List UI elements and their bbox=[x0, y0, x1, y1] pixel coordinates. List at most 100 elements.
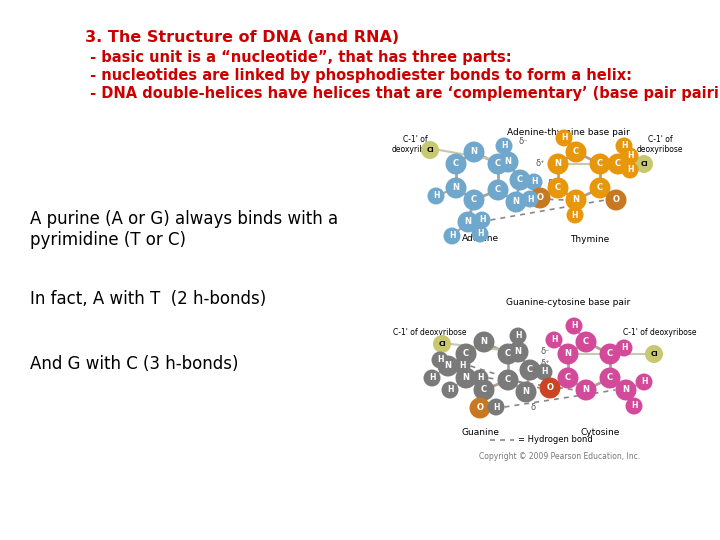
Circle shape bbox=[616, 380, 636, 401]
Text: H: H bbox=[446, 386, 454, 395]
Circle shape bbox=[456, 343, 477, 364]
Circle shape bbox=[529, 187, 551, 208]
Circle shape bbox=[474, 380, 495, 401]
Text: O: O bbox=[477, 403, 484, 413]
Circle shape bbox=[457, 212, 479, 233]
Text: A purine (A or G) always binds with a
pyrimidine (T or C): A purine (A or G) always binds with a py… bbox=[30, 210, 338, 249]
Circle shape bbox=[557, 343, 578, 364]
Circle shape bbox=[444, 227, 461, 245]
Text: Thymine: Thymine bbox=[570, 235, 610, 244]
Circle shape bbox=[498, 343, 518, 364]
Text: N: N bbox=[572, 195, 580, 205]
Text: C: C bbox=[471, 195, 477, 205]
Text: And G with C (3 h-bonds): And G with C (3 h-bonds) bbox=[30, 355, 238, 373]
Text: C: C bbox=[495, 186, 501, 194]
Text: C: C bbox=[481, 386, 487, 395]
Text: N: N bbox=[452, 184, 459, 192]
Circle shape bbox=[526, 173, 542, 191]
Circle shape bbox=[590, 178, 611, 199]
Text: = Hydrogen bond: = Hydrogen bond bbox=[518, 435, 593, 444]
Text: C-1' of deoxyribose: C-1' of deoxyribose bbox=[393, 328, 467, 337]
Text: H: H bbox=[621, 343, 627, 353]
Circle shape bbox=[606, 190, 626, 211]
Circle shape bbox=[431, 352, 449, 368]
Text: H: H bbox=[449, 232, 455, 240]
Circle shape bbox=[608, 153, 629, 174]
Text: N: N bbox=[523, 388, 529, 396]
Text: C-1' of
deoxyribose: C-1' of deoxyribose bbox=[392, 135, 438, 154]
Circle shape bbox=[487, 399, 505, 415]
Circle shape bbox=[600, 343, 621, 364]
Circle shape bbox=[546, 332, 562, 348]
Text: Guanine-cytosine base pair: Guanine-cytosine base pair bbox=[506, 298, 630, 307]
Text: N: N bbox=[505, 158, 511, 166]
Text: δ⁺: δ⁺ bbox=[548, 389, 558, 399]
Text: H: H bbox=[561, 133, 567, 143]
Circle shape bbox=[464, 141, 485, 163]
Text: H: H bbox=[428, 374, 436, 382]
Text: H: H bbox=[433, 192, 439, 200]
Circle shape bbox=[505, 192, 526, 213]
Text: H: H bbox=[551, 335, 557, 345]
Circle shape bbox=[510, 327, 526, 345]
Circle shape bbox=[516, 381, 536, 402]
Text: H: H bbox=[626, 165, 634, 174]
Circle shape bbox=[635, 155, 653, 173]
Circle shape bbox=[557, 368, 578, 388]
Text: δ⁻: δ⁻ bbox=[540, 372, 550, 381]
Text: H: H bbox=[492, 402, 499, 411]
Text: C: C bbox=[583, 338, 589, 347]
Text: C: C bbox=[607, 374, 613, 382]
Text: H: H bbox=[572, 211, 578, 219]
Text: H: H bbox=[641, 377, 647, 387]
Circle shape bbox=[421, 141, 439, 159]
Text: δ: δ bbox=[547, 179, 552, 187]
Text: N: N bbox=[554, 159, 562, 168]
Text: N: N bbox=[513, 198, 520, 206]
Circle shape bbox=[469, 397, 490, 418]
Circle shape bbox=[487, 153, 508, 174]
Text: Cl: Cl bbox=[650, 351, 658, 357]
Circle shape bbox=[464, 190, 485, 211]
Text: H: H bbox=[477, 230, 483, 239]
Text: N: N bbox=[444, 361, 451, 370]
Text: Cl: Cl bbox=[426, 147, 434, 153]
Text: O: O bbox=[546, 383, 554, 393]
Text: In fact, A with T  (2 h-bonds): In fact, A with T (2 h-bonds) bbox=[30, 290, 266, 308]
Circle shape bbox=[495, 138, 513, 154]
Circle shape bbox=[565, 190, 587, 211]
Text: N: N bbox=[582, 386, 590, 395]
Circle shape bbox=[539, 377, 560, 399]
Circle shape bbox=[433, 335, 451, 353]
Text: H: H bbox=[631, 402, 637, 410]
Text: H: H bbox=[500, 141, 508, 151]
Text: - nucleotides are linked by phosphodiester bonds to form a helix:: - nucleotides are linked by phosphodiest… bbox=[85, 68, 632, 83]
Text: C: C bbox=[463, 349, 469, 359]
Circle shape bbox=[474, 212, 490, 228]
Circle shape bbox=[428, 187, 444, 205]
Text: H: H bbox=[479, 215, 485, 225]
Circle shape bbox=[565, 141, 587, 163]
Circle shape bbox=[556, 130, 572, 146]
Text: C: C bbox=[607, 349, 613, 359]
Text: Guanine: Guanine bbox=[461, 428, 499, 437]
Text: H: H bbox=[621, 141, 627, 151]
Circle shape bbox=[621, 161, 639, 179]
Text: N: N bbox=[462, 374, 469, 382]
Text: N: N bbox=[564, 349, 572, 359]
Text: H: H bbox=[437, 355, 444, 364]
Text: - basic unit is a “nucleotide”, that has three parts:: - basic unit is a “nucleotide”, that has… bbox=[85, 50, 512, 65]
Text: N: N bbox=[623, 386, 629, 395]
Text: Adenine-thymine base pair: Adenine-thymine base pair bbox=[507, 128, 629, 137]
Circle shape bbox=[474, 332, 495, 353]
Text: C: C bbox=[597, 159, 603, 168]
Circle shape bbox=[616, 340, 632, 356]
Text: H: H bbox=[527, 194, 534, 204]
Circle shape bbox=[520, 360, 541, 381]
Circle shape bbox=[456, 368, 477, 388]
Text: δ⁺: δ⁺ bbox=[535, 159, 545, 168]
Text: δ⁻: δ⁻ bbox=[540, 348, 550, 356]
Text: C: C bbox=[495, 159, 501, 168]
Circle shape bbox=[567, 206, 583, 224]
Text: H: H bbox=[626, 152, 634, 160]
